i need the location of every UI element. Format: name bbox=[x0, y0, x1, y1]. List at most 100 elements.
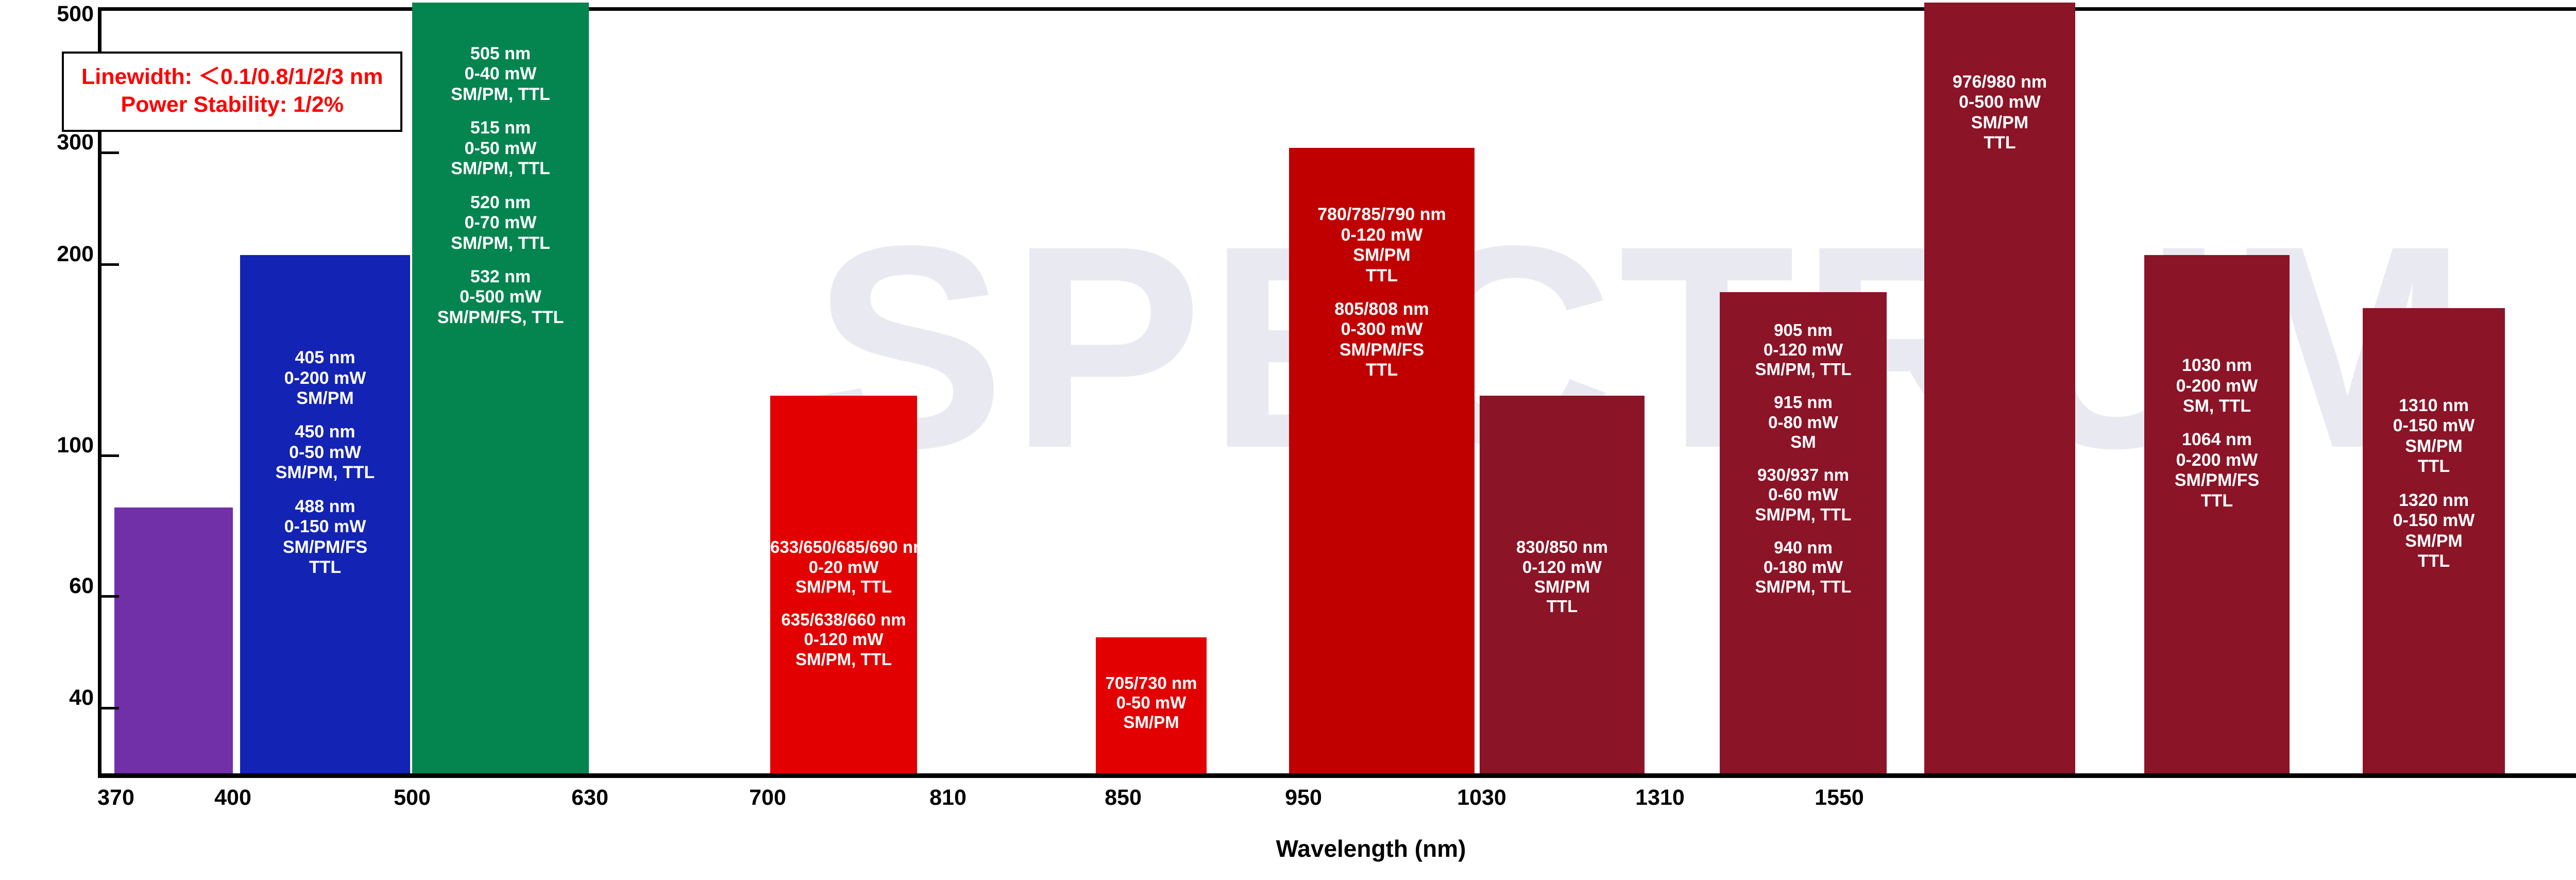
y-tick-label: 300 bbox=[57, 130, 94, 155]
entry-wavelength: 1310 nm bbox=[2398, 396, 2469, 416]
bar-label-group: 830/850 nm 0-120 mW SM/PM TTL bbox=[1480, 537, 1645, 616]
entry-wavelength: 780/785/790 nm bbox=[1317, 205, 1446, 225]
annotation-box: Linewidth: ＜0.1/0.8/1/2/3 nm Power Stabi… bbox=[62, 52, 403, 132]
entry-fiber: SM/PM, TTL bbox=[451, 159, 550, 179]
bar-9: 1030 nm 0-200 mW SM, TTL 1064 nm 0-200 mW SM/… bbox=[2144, 255, 2290, 773]
y-tick-mark bbox=[101, 706, 119, 709]
bar-1: 405 nm 0-200 mW SM/PM 450 nm 0-50 mW SM/PM, T… bbox=[240, 255, 410, 773]
entry-fiber: SM/PM bbox=[1353, 245, 1411, 265]
entry-wavelength: 905 nm bbox=[1774, 320, 1833, 340]
x-tick-label-500: 500 bbox=[394, 785, 431, 810]
bar-entry: 488 nm 0-150 mW SM/PM/FS TTL bbox=[240, 497, 410, 578]
entry-wavelength: 930/937 nm bbox=[1757, 465, 1849, 485]
bar-8: 976/980 nm 0-500 mW SM/PM TTL bbox=[1924, 3, 2075, 773]
bar-entry: 633/650/685/690 nm 0-20 mW SM/PM, TTL bbox=[770, 537, 928, 597]
entry-power: 0-120 mW bbox=[1763, 340, 1843, 359]
bar-entry: 1320 nm 0-150 mW SM/PM TTL bbox=[2363, 490, 2505, 572]
x-tick-label-1550: 1550 bbox=[1815, 785, 1864, 810]
entry-fiber: SM/PM bbox=[1971, 112, 2029, 132]
entry-fiber: SM/PM/FS, TTL bbox=[437, 307, 564, 327]
bar-label-group: 976/980 nm 0-500 mW SM/PM TTL bbox=[1924, 72, 2075, 154]
entry-wavelength: 520 nm bbox=[470, 192, 531, 212]
bar-label-group: 780/785/790 nm 0-120 mW SM/PM TTL 805/808 nm… bbox=[1289, 205, 1475, 381]
bar-label-group: 405 nm 0-200 mW SM/PM 450 nm 0-50 mW SM/PM, T… bbox=[240, 348, 410, 578]
y-tick-mark bbox=[101, 151, 119, 155]
y-tick-mark bbox=[101, 263, 119, 266]
bar-entry: 705/730 nm 0-50 mW SM/PM bbox=[1096, 673, 1207, 733]
annotation-stability: Power Stability: 1/2% bbox=[121, 92, 344, 117]
entry-fiber: SM/PM bbox=[2405, 436, 2463, 456]
entry-wavelength: 805/808 nm bbox=[1334, 299, 1429, 319]
entry-wavelength: 488 nm bbox=[295, 496, 355, 516]
entry-wavelength: 830/850 nm bbox=[1516, 537, 1608, 557]
bar-entry: 805/808 nm 0-300 mW SM/PM/FS TTL bbox=[1289, 299, 1475, 381]
entry-fiber: SM, TTL bbox=[2182, 396, 2251, 416]
bar-entry: 450 nm 0-50 mW SM/PM, TTL bbox=[240, 422, 410, 483]
entry-power: 0-200 mW bbox=[2176, 376, 2258, 396]
bar-entry: 830/850 nm 0-120 mW SM/PM TTL bbox=[1480, 537, 1645, 616]
entry-wavelength: 976/980 nm bbox=[1952, 72, 2047, 92]
entry-wavelength: 915 nm bbox=[1774, 393, 1833, 412]
bar-entry: 780/785/790 nm 0-120 mW SM/PM TTL bbox=[1289, 205, 1475, 286]
entry-fiber: TTL bbox=[1365, 360, 1398, 380]
entry-wavelength: 532 nm bbox=[470, 266, 531, 286]
x-tick-label-1310: 1310 bbox=[1635, 785, 1685, 810]
entry-power: 0-500 mW bbox=[1959, 92, 2041, 112]
entry-power: 0-70 mW bbox=[464, 213, 537, 233]
entry-fiber: SM bbox=[1790, 432, 1816, 451]
bar-entry: 940 nm 0-180 mW SM/PM, TTL bbox=[1720, 538, 1887, 597]
bar-entry: 915 nm 0-80 mW SM bbox=[1720, 393, 1887, 452]
entry-power: 0-50 mW bbox=[1116, 692, 1187, 712]
y-tick-mark bbox=[101, 595, 119, 598]
entry-wavelength: 450 nm bbox=[295, 422, 355, 442]
entry-fiber: SM/PM, TTL bbox=[1755, 577, 1852, 597]
bar-6: 830/850 nm 0-120 mW SM/PM TTL bbox=[1480, 396, 1645, 773]
entry-fiber: SM/PM bbox=[2405, 531, 2463, 551]
entry-power: 0-180 mW bbox=[1763, 557, 1843, 577]
entry-fiber: TTL bbox=[1365, 265, 1398, 285]
entry-wavelength: 633/650/685/690 nm bbox=[770, 537, 928, 557]
entry-fiber: SM/PM, TTL bbox=[451, 84, 550, 104]
x-tick-label-630: 630 bbox=[571, 785, 608, 810]
bar-entry: 1064 nm 0-200 mW SM/PM/FS TTL bbox=[2144, 430, 2290, 511]
bar-entry: 515 nm 0-50 mW SM/PM, TTL bbox=[412, 118, 589, 179]
entry-power: 0-80 mW bbox=[1768, 412, 1838, 432]
bar-entry: 1310 nm 0-150 mW SM/PM TTL bbox=[2363, 396, 2505, 477]
entry-wavelength: 1064 nm bbox=[2181, 430, 2252, 450]
bar-entry: 405 nm 0-200 mW SM/PM bbox=[240, 348, 410, 409]
bar-label-group: 505 nm 0-40 mW SM/PM, TTL 515 nm 0-50 mW SM/P… bbox=[412, 44, 589, 328]
entry-fiber: SM/PM bbox=[1123, 713, 1179, 732]
entry-power: 0-120 mW bbox=[804, 630, 884, 649]
entry-fiber: SM/PM, TTL bbox=[795, 649, 892, 669]
entry-power: 0-200 mW bbox=[284, 368, 366, 388]
x-tick-label-810: 810 bbox=[929, 785, 967, 810]
bar-10: 1310 nm 0-150 mW SM/PM TTL 1320 nm 0-150 mW SM… bbox=[2363, 308, 2505, 773]
entry-wavelength: 705/730 nm bbox=[1105, 673, 1197, 692]
entry-wavelength: 940 nm bbox=[1774, 537, 1833, 557]
entry-fiber: SM/PM, TTL bbox=[1755, 504, 1852, 524]
bar-5: 780/785/790 nm 0-120 mW SM/PM TTL 805/808 nm… bbox=[1289, 148, 1475, 773]
y-tick-mark bbox=[101, 454, 119, 457]
entry-power: 0-150 mW bbox=[2393, 416, 2475, 436]
entry-fiber: SM/PM, TTL bbox=[1755, 360, 1852, 379]
y-tick-label: 500 bbox=[57, 2, 94, 26]
bar-entry: 532 nm 0-500 mW SM/PM/FS, TTL bbox=[412, 267, 589, 328]
bar-label-group: 633/650/685/690 nm 0-20 mW SM/PM, TTL 635/6… bbox=[770, 537, 928, 669]
entry-power: 0-50 mW bbox=[464, 138, 537, 158]
y-tick-label: 40 bbox=[69, 685, 94, 710]
entry-fiber: TTL bbox=[2200, 490, 2233, 511]
entry-wavelength: 405 nm bbox=[295, 348, 355, 368]
entry-fiber: SM/PM bbox=[1534, 577, 1590, 596]
entry-power: 0-50 mW bbox=[289, 442, 361, 462]
x-tick-label-700: 700 bbox=[749, 785, 786, 810]
bar-7: 905 nm 0-120 mW SM/PM, TTL 915 nm 0-80 mW SM 9… bbox=[1720, 292, 1887, 773]
entry-fiber: TTL bbox=[1984, 133, 2016, 153]
entry-wavelength: 515 nm bbox=[470, 118, 531, 138]
entry-power: 0-40 mW bbox=[464, 64, 537, 84]
entry-wavelength: 1030 nm bbox=[2181, 356, 2252, 376]
entry-fiber: TTL bbox=[1546, 597, 1578, 616]
x-tick-label-400: 400 bbox=[214, 785, 251, 810]
entry-power: 0-60 mW bbox=[1768, 485, 1838, 504]
